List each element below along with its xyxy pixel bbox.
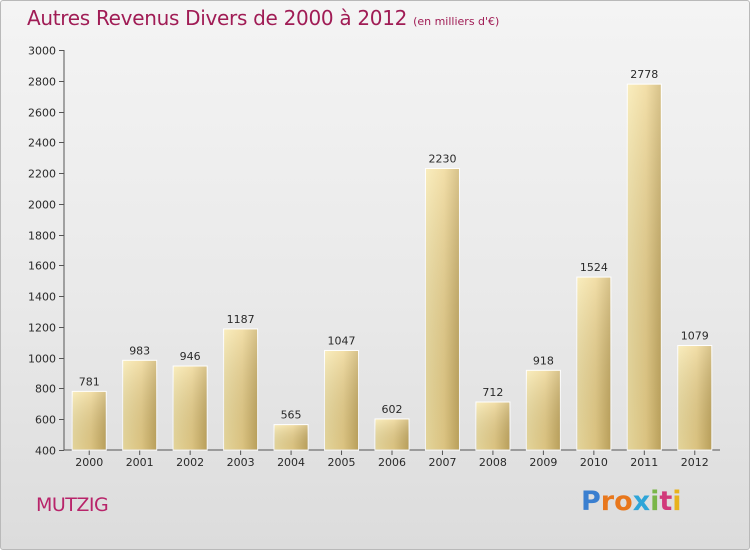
chart-value-labels: 781 983 946 1187 565 1047 602 2230 712 918 1524 277…	[79, 68, 709, 421]
x-tick-label: 2007	[428, 456, 456, 469]
bar-value-label: 1079	[681, 330, 709, 343]
x-tick-label: 2008	[479, 456, 507, 469]
y-tick-label: 600	[35, 414, 56, 427]
y-tick-label: 2000	[28, 199, 56, 212]
x-tick-label: 2003	[227, 456, 255, 469]
y-tick-label: 1600	[28, 260, 56, 273]
x-tick-label: 2005	[328, 456, 356, 469]
bar-shade	[425, 168, 460, 450]
bar-shade	[475, 402, 510, 450]
y-tick-label: 800	[35, 383, 56, 396]
bar-shade	[526, 370, 561, 450]
x-tick-label: 2002	[176, 456, 204, 469]
logo-letter: r	[600, 486, 615, 517]
proxiti-logo: Proxiti	[581, 486, 682, 517]
logo-letter: o	[614, 486, 633, 517]
y-tick-label: 2200	[28, 168, 56, 181]
y-tick-label: 2400	[28, 137, 56, 150]
logo-letter: i	[650, 486, 660, 517]
y-tick-label: 1000	[28, 353, 56, 366]
bar-shade	[324, 350, 359, 450]
y-tick-label: 1400	[28, 291, 56, 304]
x-tick-label: 2010	[580, 456, 608, 469]
bar-value-label: 1524	[580, 261, 608, 274]
bar-shade	[576, 277, 611, 450]
bar-value-label: 2230	[428, 152, 456, 165]
x-tick-label: 2012	[681, 456, 709, 469]
x-tick-label: 2009	[529, 456, 557, 469]
y-tick-label: 2600	[28, 107, 56, 120]
bar-shade	[173, 366, 208, 450]
chart-title: Autres Revenus Divers de 2000 à 2012 (en …	[27, 6, 499, 30]
bar-value-label: 918	[533, 354, 554, 367]
y-tick-label: 400	[35, 445, 56, 458]
logo-letter: P	[581, 486, 601, 517]
x-tick-label: 2001	[126, 456, 154, 469]
y-tick-label: 1800	[28, 230, 56, 243]
chart-title-unit: (en milliers d'€)	[413, 15, 500, 28]
y-tick-label: 2800	[28, 76, 56, 89]
bar-value-label: 565	[281, 409, 302, 422]
bar-value-label: 781	[79, 375, 100, 388]
y-tick-label: 3000	[28, 45, 56, 58]
bar-shade	[274, 424, 309, 450]
chart-title-main: Autres Revenus Divers de 2000 à 2012	[27, 6, 408, 30]
bar-value-label: 602	[382, 403, 403, 416]
city-name: MUTZIG	[36, 494, 109, 516]
bar-value-label: 983	[129, 344, 150, 357]
bar-shade	[223, 328, 258, 450]
y-tick-label: 1200	[28, 322, 56, 335]
bar-value-label: 1047	[328, 334, 356, 347]
bar-shade	[677, 345, 712, 450]
bar-value-label: 946	[180, 350, 201, 363]
bar-shade	[72, 391, 107, 450]
bar-value-label: 1187	[227, 313, 255, 326]
x-tick-label: 2000	[75, 456, 103, 469]
bar-shade	[375, 418, 409, 450]
logo-letter: x	[632, 486, 651, 517]
bar-shade	[122, 360, 157, 450]
x-tick-label: 2011	[630, 456, 658, 469]
logo-letter: t	[659, 486, 673, 517]
bar-value-label: 2778	[630, 68, 658, 81]
x-tick-label: 2006	[378, 456, 406, 469]
x-tick-label: 2004	[277, 456, 305, 469]
logo-letter: i	[672, 486, 682, 517]
chart-bars	[71, 83, 713, 451]
bar-shade	[627, 84, 662, 451]
bar-value-label: 712	[482, 386, 503, 399]
